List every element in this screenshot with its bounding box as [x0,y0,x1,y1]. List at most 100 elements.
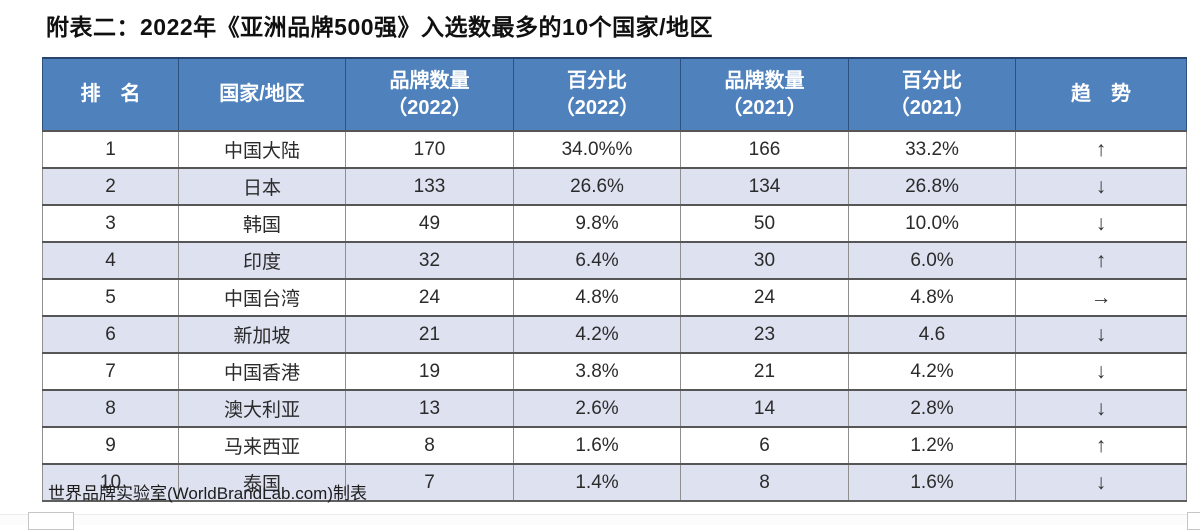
cell-brands-2022: 170 [345,130,514,168]
cell-pct-2022: 4.8% [513,278,681,316]
cell-pct-2021: 6.0% [848,241,1016,279]
header-brands-2022-line1: 品牌数量 [389,69,470,92]
header-pct-2022: 百分比 （2022） [513,57,681,132]
cell-country: 日本 [178,167,346,205]
table-row: 1 中国大陆 170 34.0%% 166 33.2% ↑ [42,130,1187,168]
header-brands-2021-line2: （2021） [722,96,807,119]
cell-brands-2021: 134 [680,167,849,205]
cell-rank: 7 [42,352,179,390]
cell-country: 中国香港 [178,352,346,390]
cell-country: 韩国 [178,204,346,242]
cell-rank: 2 [42,167,179,205]
table-row: 10 泰国 7 1.4% 8 1.6% ↓ [42,463,1187,502]
asia-brands-500-table: 排 名 国家/地区 品牌数量 （2022） 百分比 （2022） 品牌数量 （2021… [42,57,1187,502]
header-brands-2022: 品牌数量 （2022） [345,57,514,132]
trend-down-icon: ↓ [1015,315,1187,353]
cell-pct-2021: 1.2% [848,426,1016,464]
trend-down-icon: ↓ [1015,167,1187,205]
cell-pct-2021: 10.0% [848,204,1016,242]
cell-country: 新加坡 [178,315,346,353]
cell-pct-2022: 26.6% [513,167,681,205]
cell-brands-2022: 8 [345,426,514,464]
header-trend: 趋 势 [1015,57,1187,132]
cell-rank: 6 [42,315,179,353]
cell-pct-2021: 33.2% [848,130,1016,168]
cell-pct-2021: 1.6% [848,463,1016,502]
header-pct-2022-line1: 百分比 [567,69,627,92]
table-row: 9 马来西亚 8 1.6% 6 1.2% ↑ [42,426,1187,464]
cell-rank: 10 [42,463,179,502]
header-country: 国家/地区 [178,57,346,132]
cell-brands-2021: 21 [680,352,849,390]
cell-rank: 5 [42,278,179,316]
table-row: 6 新加坡 21 4.2% 23 4.6 ↓ [42,315,1187,353]
table-title: 附表二：2022年《亚洲品牌500强》入选数最多的10个国家/地区 [46,14,714,40]
source-note: 世界品牌实验室(WorldBrandLab.com)制表 [48,484,367,503]
cell-brands-2021: 24 [680,278,849,316]
header-pct-2022-line2: （2022） [554,96,640,119]
header-pct-2021-line1: 百分比 [902,69,962,92]
cell-pct-2021: 4.6 [848,315,1016,353]
cell-brands-2022: 133 [345,167,514,205]
table-row: 3 韩国 49 9.8% 50 10.0% ↓ [42,204,1187,242]
cell-brands-2022: 24 [345,278,514,316]
cell-pct-2022: 9.8% [513,204,681,242]
cell-pct-2022: 6.4% [513,241,681,279]
cell-country: 澳大利亚 [178,389,346,427]
cell-brands-2022: 49 [345,204,514,242]
trend-up-icon: ↑ [1015,426,1187,464]
header-rank: 排 名 [42,57,179,132]
cell-pct-2022: 3.8% [513,352,681,390]
cell-pct-2021: 4.8% [848,278,1016,316]
cropped-next-table-edge [0,514,1200,525]
header-rank-label: 排 名 [80,83,141,105]
header-brands-2021-line1: 品牌数量 [724,69,805,92]
cell-brands-2021: 8 [680,463,849,502]
trend-up-icon: ↑ [1015,130,1187,168]
cell-country: 马来西亚 [178,426,346,464]
header-pct-2021: 百分比 （2021） [848,57,1016,132]
trend-down-icon: ↓ [1015,389,1187,427]
header-brands-2022-line2: （2022） [387,96,472,119]
cell-brands-2021: 14 [680,389,849,427]
trend-down-icon: ↓ [1015,352,1187,390]
cell-brands-2022: 13 [345,389,514,427]
cell-rank: 8 [42,389,179,427]
cell-pct-2021: 26.8% [848,167,1016,205]
cell-brands-2022: 7 [345,463,514,502]
cell-brands-2021: 166 [680,130,849,168]
trend-flat-icon: → [1015,278,1187,316]
cell-brands-2022: 21 [345,315,514,353]
cell-country: 中国台湾 [178,278,346,316]
cell-brands-2022: 32 [345,241,514,279]
cell-pct-2022: 34.0%% [513,130,681,168]
header-row: 排 名 国家/地区 品牌数量 （2022） 百分比 （2022） 品牌数量 （2021… [42,57,1187,132]
table-row: 4 印度 32 6.4% 30 6.0% ↑ [42,241,1187,279]
table-row: 2 日本 133 26.6% 134 26.8% ↓ [42,167,1187,205]
cropped-table-remnant-right [1187,512,1200,530]
table-row: 8 澳大利亚 13 2.6% 14 2.8% ↓ [42,389,1187,427]
cell-brands-2022: 19 [345,352,514,390]
cropped-table-remnant-left [28,512,74,530]
cell-rank: 1 [42,130,179,168]
cell-country: 中国大陆 [178,130,346,168]
header-brands-2021: 品牌数量 （2021） [680,57,849,132]
cell-rank: 9 [42,426,179,464]
cell-rank: 3 [42,204,179,242]
cell-pct-2021: 2.8% [848,389,1016,427]
cell-rank: 4 [42,241,179,279]
cell-pct-2022: 1.6% [513,426,681,464]
header-trend-label: 趋 势 [1071,83,1131,105]
trend-down-icon: ↓ [1015,463,1187,502]
header-country-label: 国家/地区 [219,83,305,105]
header-pct-2021-line2: （2021） [889,96,975,119]
cell-brands-2021: 50 [680,204,849,242]
cell-pct-2022: 2.6% [513,389,681,427]
cell-brands-2021: 30 [680,241,849,279]
cell-brands-2021: 23 [680,315,849,353]
cell-pct-2021: 4.2% [848,352,1016,390]
trend-up-icon: ↑ [1015,241,1187,279]
cell-country: 印度 [178,241,346,279]
cell-pct-2022: 1.4% [513,463,681,502]
cell-pct-2022: 4.2% [513,315,681,353]
